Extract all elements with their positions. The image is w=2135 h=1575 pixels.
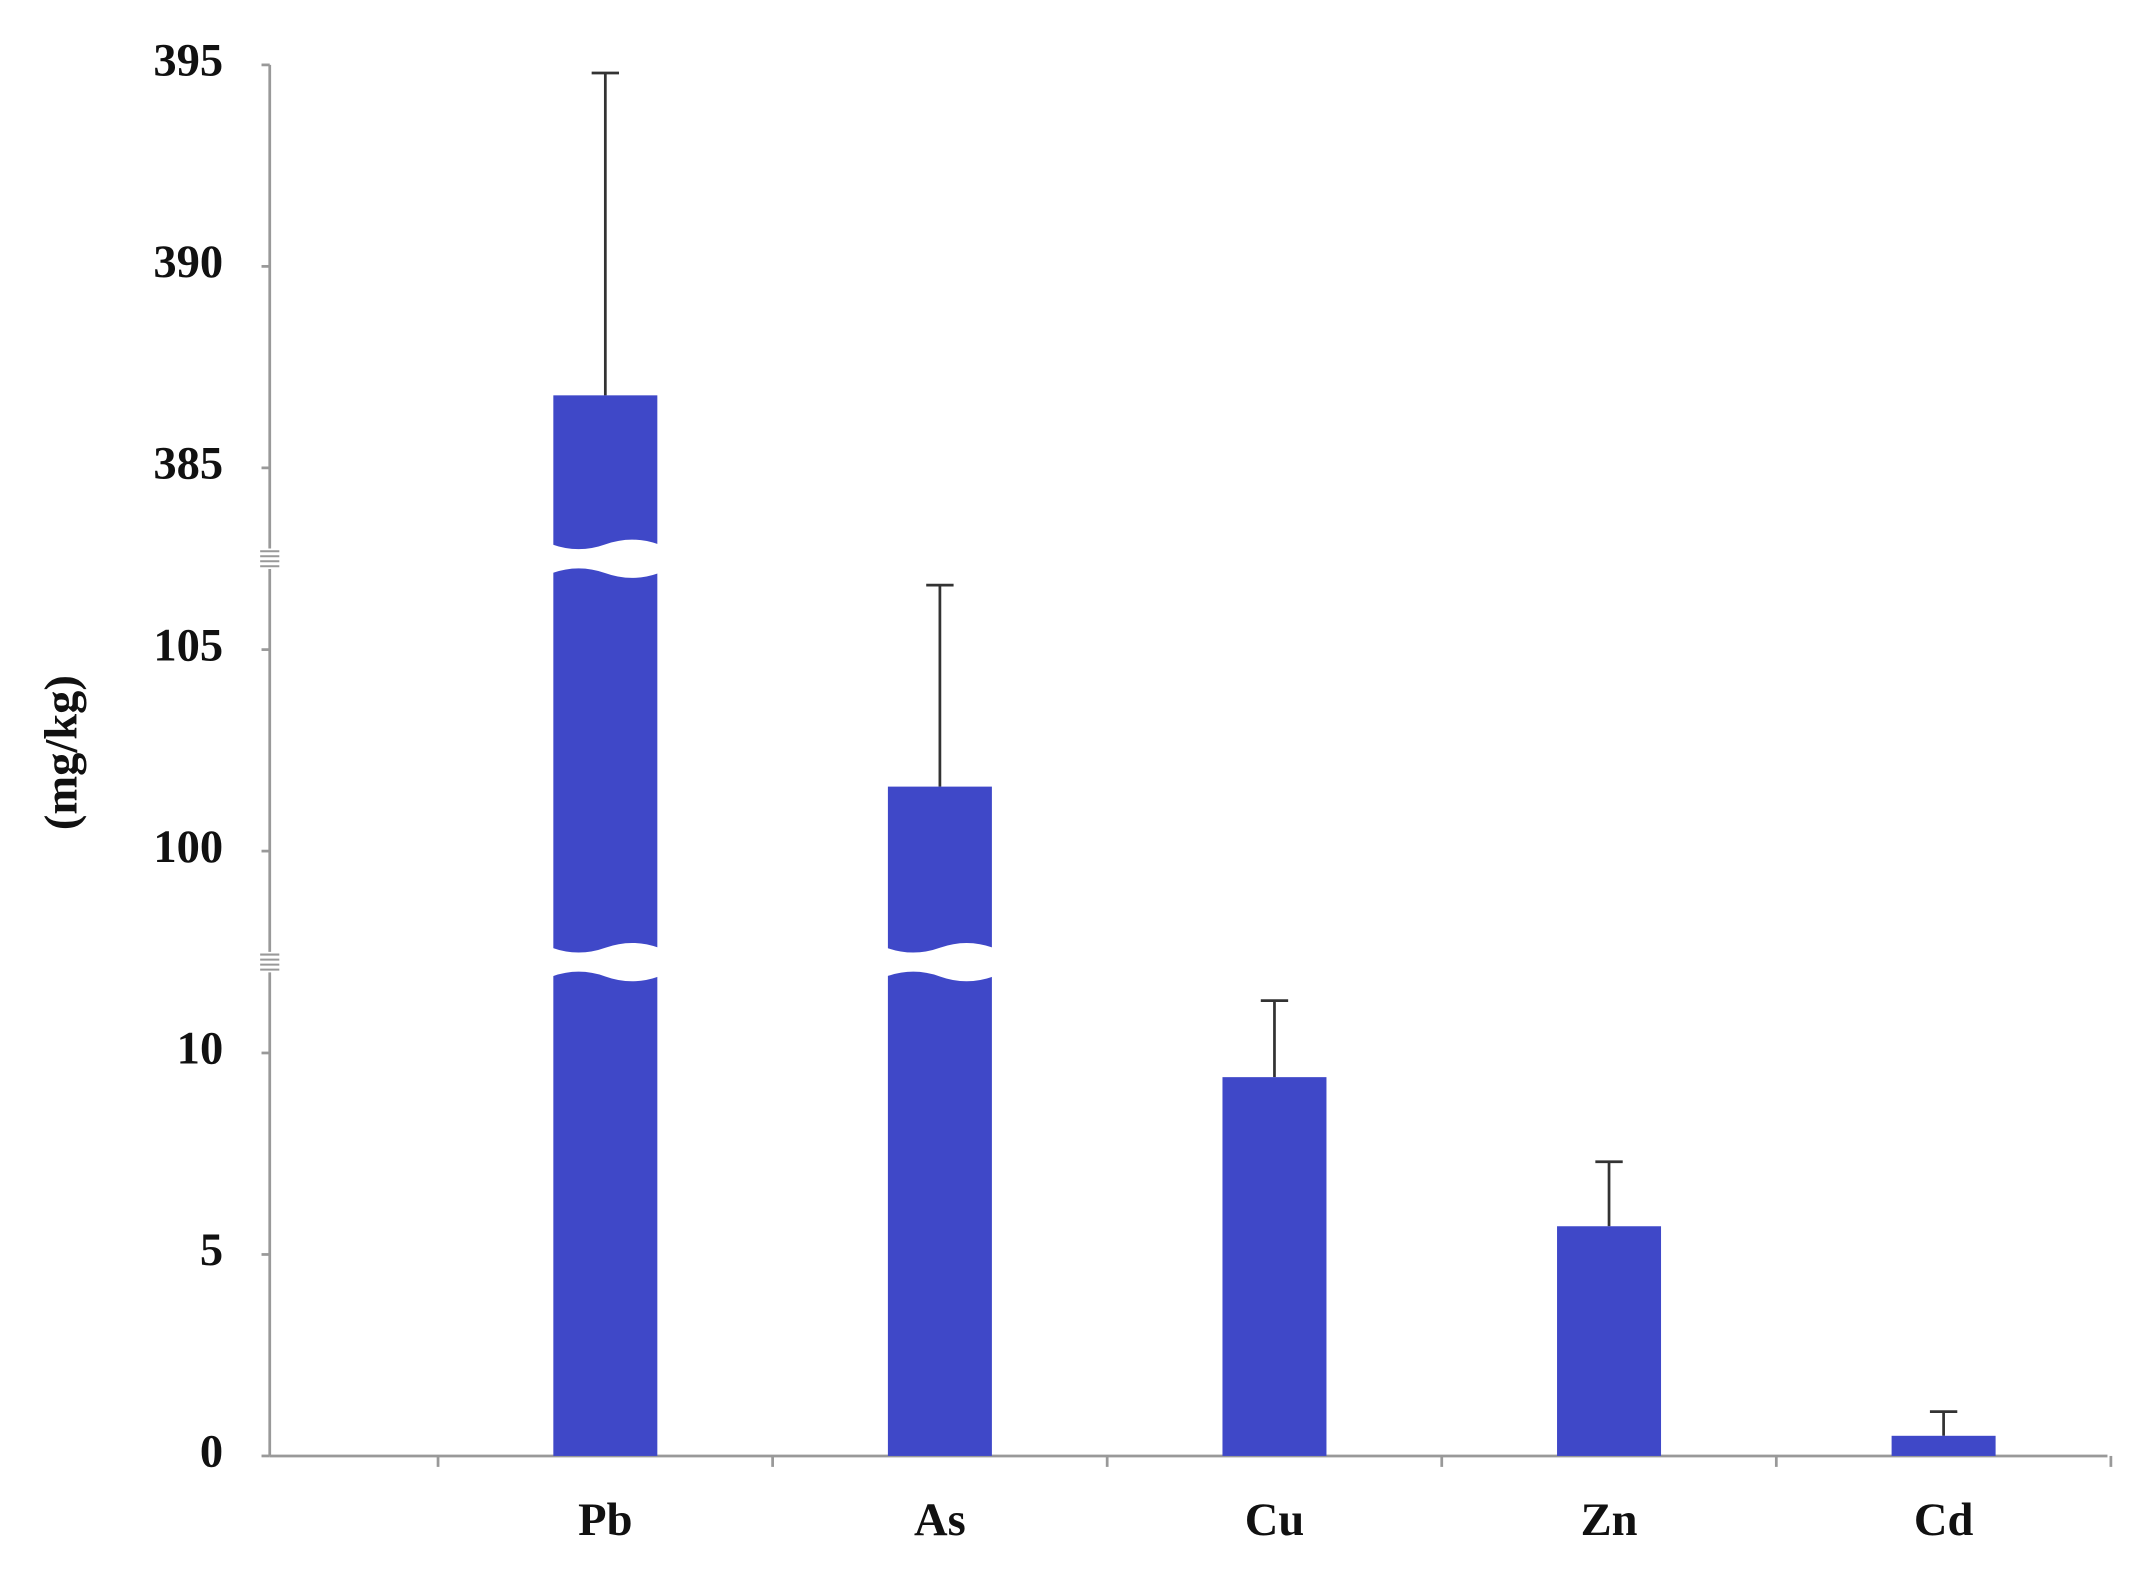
y-tick-label: 5	[200, 1225, 223, 1276]
bar	[887, 786, 992, 1456]
y-tick-label: 105	[153, 620, 223, 671]
y-tick-label: 395	[153, 36, 223, 87]
x-tick-label: Pb	[578, 1495, 632, 1546]
y-tick-label: 0	[200, 1427, 223, 1478]
x-tick-label: As	[914, 1495, 966, 1546]
bar	[1891, 1435, 1996, 1456]
bar	[1557, 1226, 1662, 1456]
x-tick-label: Cu	[1245, 1495, 1304, 1546]
bar-break	[886, 942, 994, 982]
y-tick-label: 100	[153, 822, 223, 873]
x-tick-label: Cd	[1914, 1495, 1974, 1546]
bar-break	[551, 539, 659, 578]
bar-break	[551, 942, 659, 982]
bar	[1222, 1077, 1327, 1456]
x-tick-label: Zn	[1581, 1495, 1638, 1546]
y-tick-label: 385	[153, 439, 223, 490]
y-tick-label: 10	[177, 1024, 224, 1075]
y-axis-label: (mg/kg)	[37, 675, 88, 830]
y-tick-label: 390	[153, 237, 223, 288]
